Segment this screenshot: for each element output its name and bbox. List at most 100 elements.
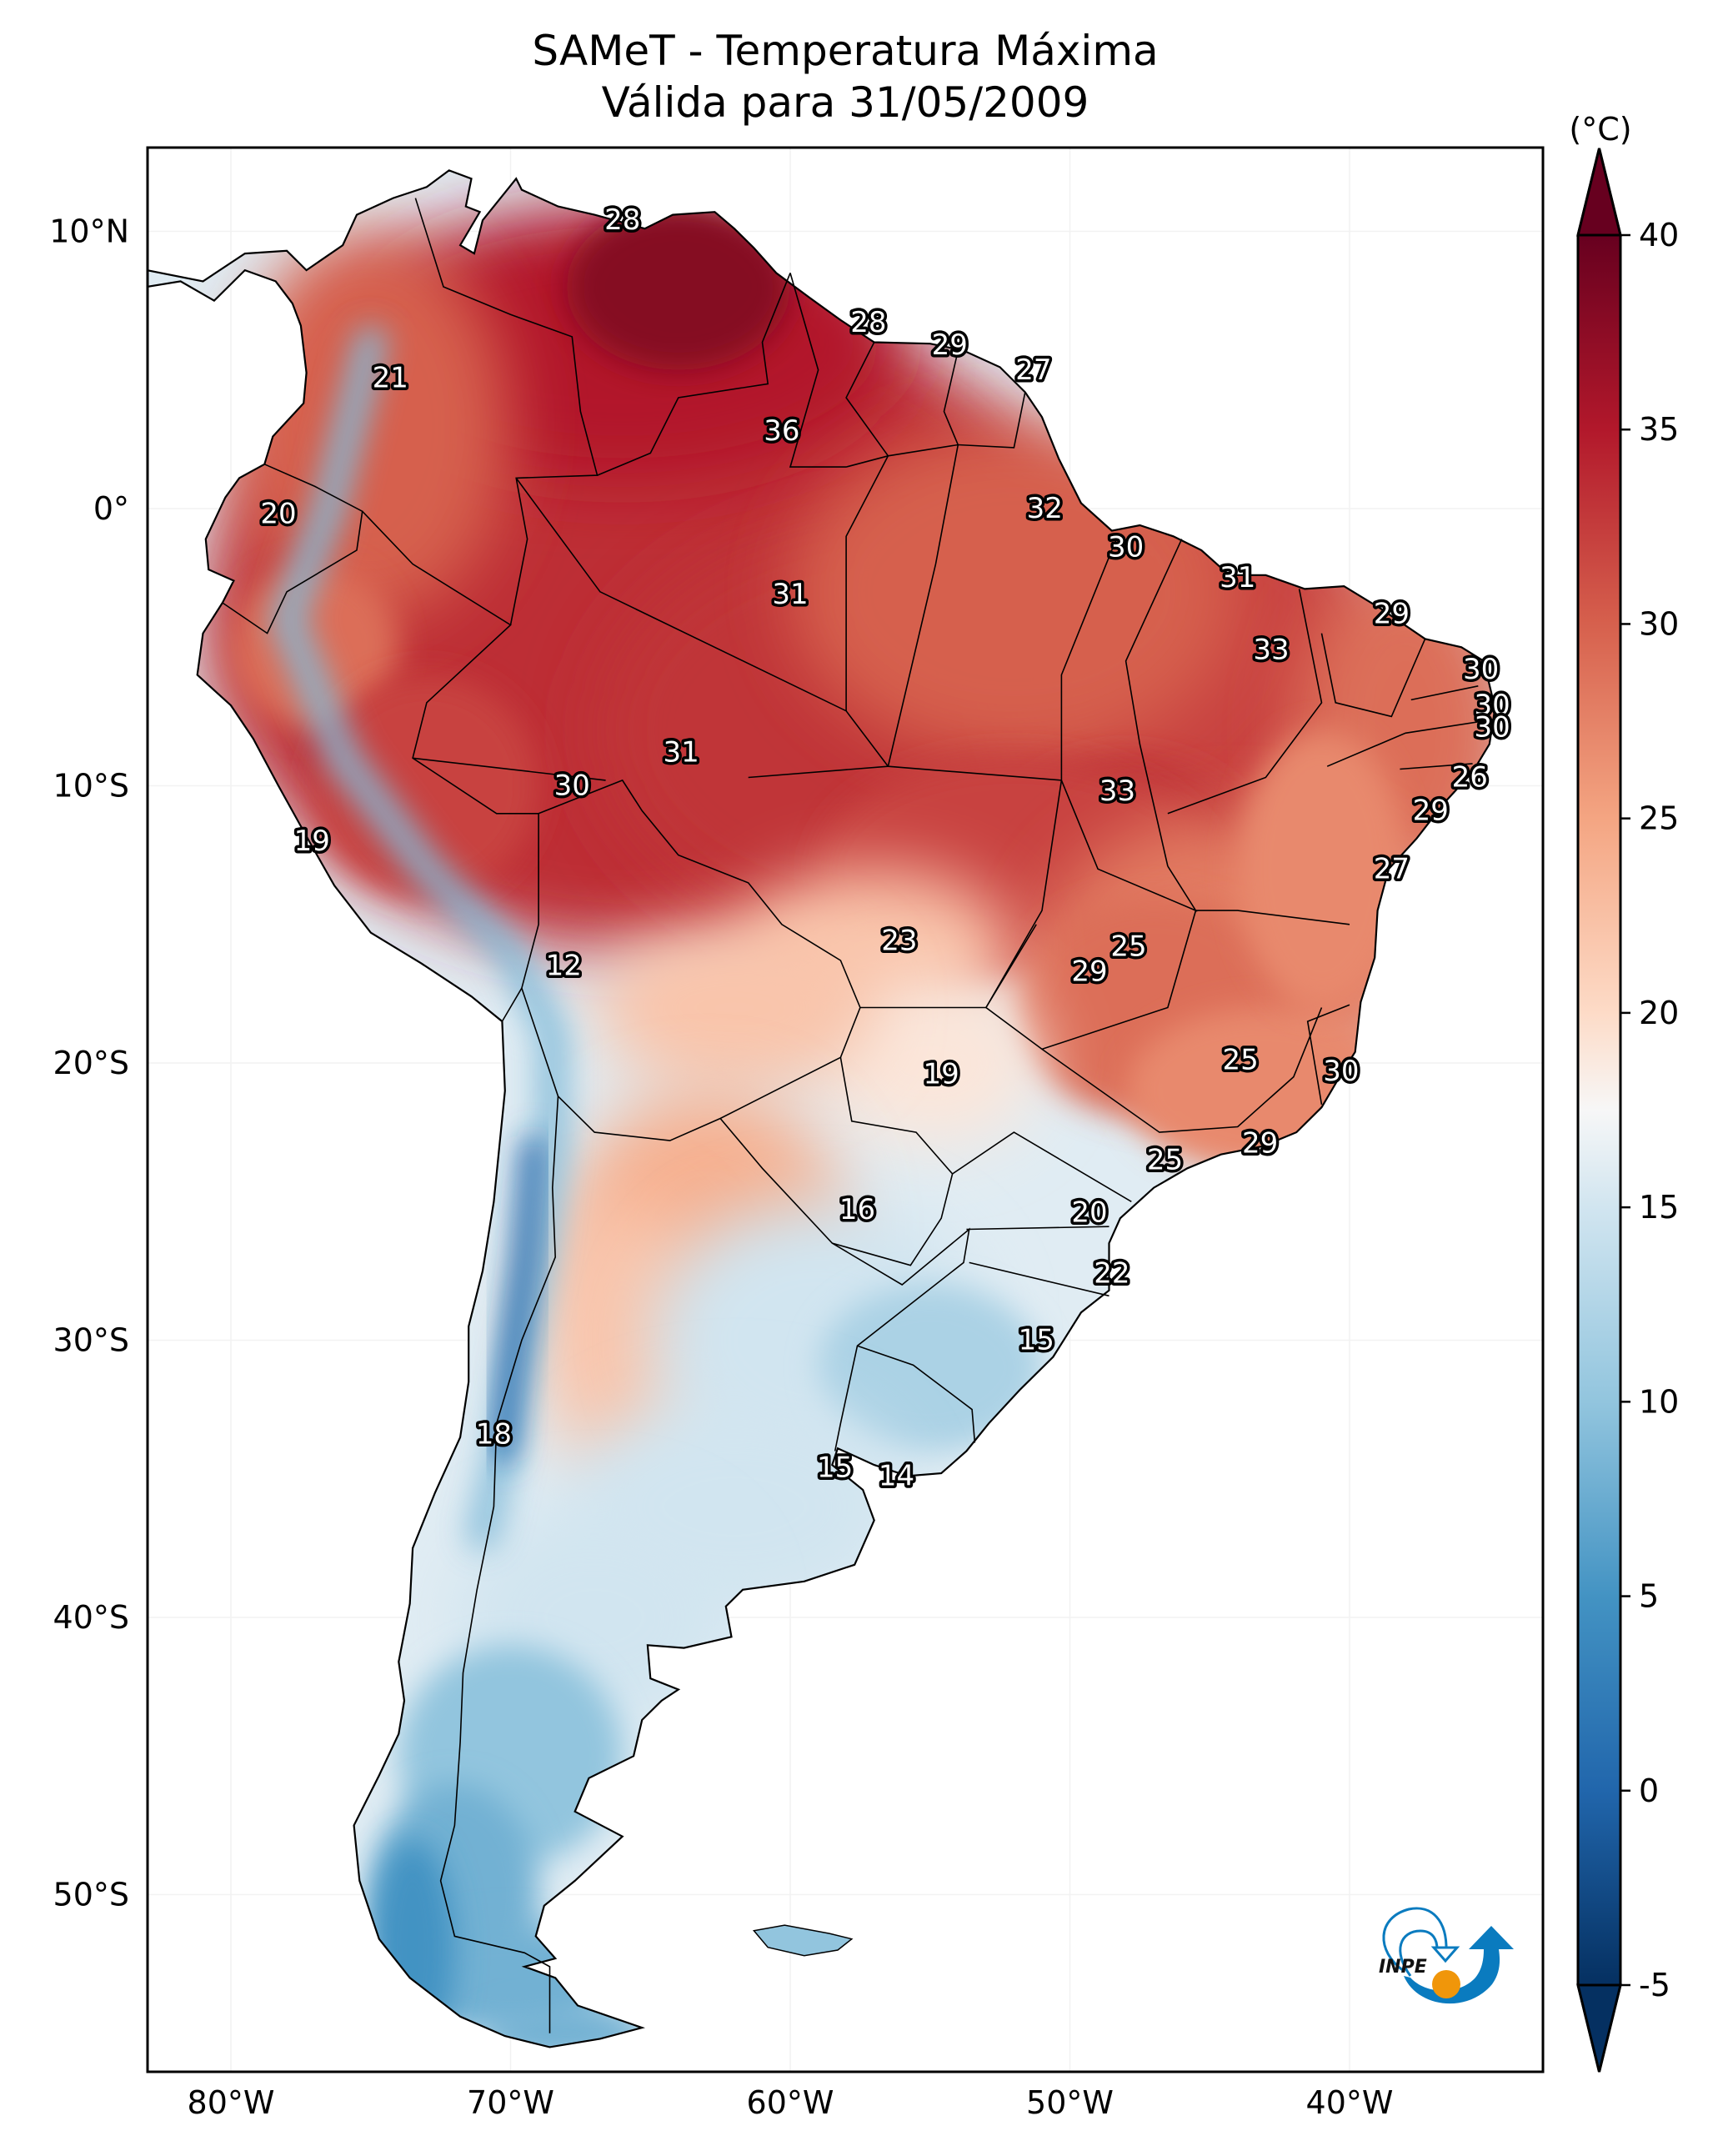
border-line — [414, 198, 599, 625]
x-tick-label: 60°W — [747, 2084, 834, 2121]
border-line — [845, 455, 889, 711]
y-tick-label: 10°N — [49, 213, 129, 250]
logo-arrow-down-icon — [1430, 1946, 1460, 1963]
station-value-label: 33 — [1253, 634, 1289, 667]
temperature-blob — [566, 203, 790, 370]
logo-arrow-up-icon — [1404, 1926, 1514, 2004]
y-tick-label: 50°S — [53, 1877, 129, 1913]
x-tick-label: 80°W — [188, 2084, 275, 2121]
station-value-label: 16 — [839, 1193, 875, 1226]
x-tick-label: 40°W — [1306, 2084, 1394, 2121]
border-line — [969, 1261, 1109, 1297]
station-value-label: 30 — [1108, 531, 1144, 564]
station-value-label: 18 — [476, 1418, 512, 1452]
temperature-blob — [790, 425, 1238, 759]
border-line — [439, 1096, 559, 2033]
border-line — [1195, 910, 1350, 925]
temperature-blobs — [203, 203, 1495, 2048]
colorbar-tick-label: 5 — [1639, 1578, 1659, 1615]
station-value-label: 15 — [817, 1451, 853, 1484]
station-value-label: 28 — [604, 203, 640, 237]
logo-swirl-inner — [1399, 1929, 1439, 1977]
border-line — [943, 350, 959, 445]
station-value-label: 22 — [1094, 1257, 1129, 1291]
colorbar: (°C) -5 0 5 10 15 20 25 30 35 40 — [1569, 111, 1679, 2073]
station-value-label: 27 — [1015, 353, 1051, 387]
border-line — [1060, 536, 1119, 780]
station-value-label: 33 — [1099, 775, 1135, 808]
border-line — [1400, 763, 1473, 770]
border-line — [1124, 539, 1183, 867]
colorbar-unit-label: (°C) — [1569, 111, 1631, 148]
colorbar-tick-label: 0 — [1639, 1772, 1659, 1809]
station-value-label: 15 — [1019, 1324, 1054, 1357]
station-value-label: 19 — [294, 825, 330, 858]
border-line — [1167, 589, 1323, 815]
colorbar-extend-min — [1576, 1983, 1622, 2073]
andes-coldest-band — [491, 1135, 544, 1462]
logo-text: INPE — [1379, 1957, 1427, 1978]
border-line — [597, 273, 791, 476]
station-value-label: 30 — [554, 770, 590, 803]
title-line-2: Válida para 31/05/2009 — [601, 78, 1089, 127]
station-value-label: 31 — [1220, 561, 1255, 594]
map-frame — [146, 146, 1545, 2073]
border-line — [887, 444, 959, 767]
station-value-label: 21 — [373, 362, 408, 395]
station-value-label: 29 — [1071, 955, 1107, 988]
station-value-label: 28 — [850, 306, 886, 339]
x-tick-label: 70°W — [467, 2084, 554, 2121]
border-line — [362, 510, 539, 1022]
station-value-label: 29 — [1242, 1126, 1278, 1160]
station-value-label: 30 — [1474, 711, 1510, 745]
logo-orange-dot — [1432, 1970, 1460, 1998]
coastline — [148, 169, 1496, 2048]
border-line — [985, 780, 1063, 1008]
border-line — [1320, 633, 1426, 718]
station-value-label: 23 — [881, 925, 917, 958]
colorbar-extend-max — [1576, 148, 1622, 237]
border-line — [748, 765, 889, 779]
colorbar-tick-label: 25 — [1639, 800, 1679, 837]
country-state-borders — [222, 198, 1495, 2033]
y-tick-label: 40°S — [53, 1599, 129, 1636]
colorbar-tick-label: 20 — [1639, 995, 1679, 1031]
border-line — [521, 779, 861, 1141]
border-line — [1306, 1004, 1350, 1106]
station-value-label: 19 — [924, 1057, 959, 1091]
temperature-blob — [1237, 730, 1406, 1008]
temperature-blob — [818, 980, 1042, 1146]
temperature-blob — [231, 231, 511, 619]
station-value-label: 30 — [1323, 1055, 1359, 1088]
temperature-blob — [818, 1285, 1042, 1452]
border-line — [831, 1227, 970, 1452]
colorbar-tick-label: 40 — [1639, 217, 1679, 253]
border-line — [1041, 1007, 1323, 1133]
station-value-label: 26 — [1452, 761, 1488, 795]
station-value-label: 29 — [1374, 597, 1410, 630]
temperature-blob — [594, 924, 874, 1091]
station-value-label: 31 — [772, 578, 808, 611]
station-value-label: 30 — [1474, 689, 1510, 722]
colorbar-tick-label: 15 — [1639, 1189, 1679, 1226]
temperature-blob — [482, 2005, 651, 2048]
colorbar-ticks: -5 0 5 10 15 20 25 30 35 40 — [1576, 148, 1679, 2073]
x-tick-label: 50°W — [1026, 2084, 1114, 2121]
station-value-label: 14 — [879, 1459, 914, 1492]
station-value-label: 32 — [1027, 492, 1063, 525]
station-value-label: 12 — [546, 950, 582, 983]
temperature-blob — [314, 674, 539, 897]
station-value-label: 27 — [1374, 852, 1410, 885]
border-line — [789, 273, 1026, 468]
border-line — [1060, 780, 1198, 912]
falkland-islands — [752, 1924, 854, 1957]
x-axis-ticks: 80°W 70°W 60°W 50°W 40°W — [188, 2084, 1394, 2121]
y-tick-label: 30°S — [53, 1322, 129, 1359]
station-value-label: 30 — [1463, 653, 1499, 686]
border-line — [845, 342, 889, 457]
border-line — [857, 1345, 976, 1443]
border-line — [952, 1131, 1132, 1202]
